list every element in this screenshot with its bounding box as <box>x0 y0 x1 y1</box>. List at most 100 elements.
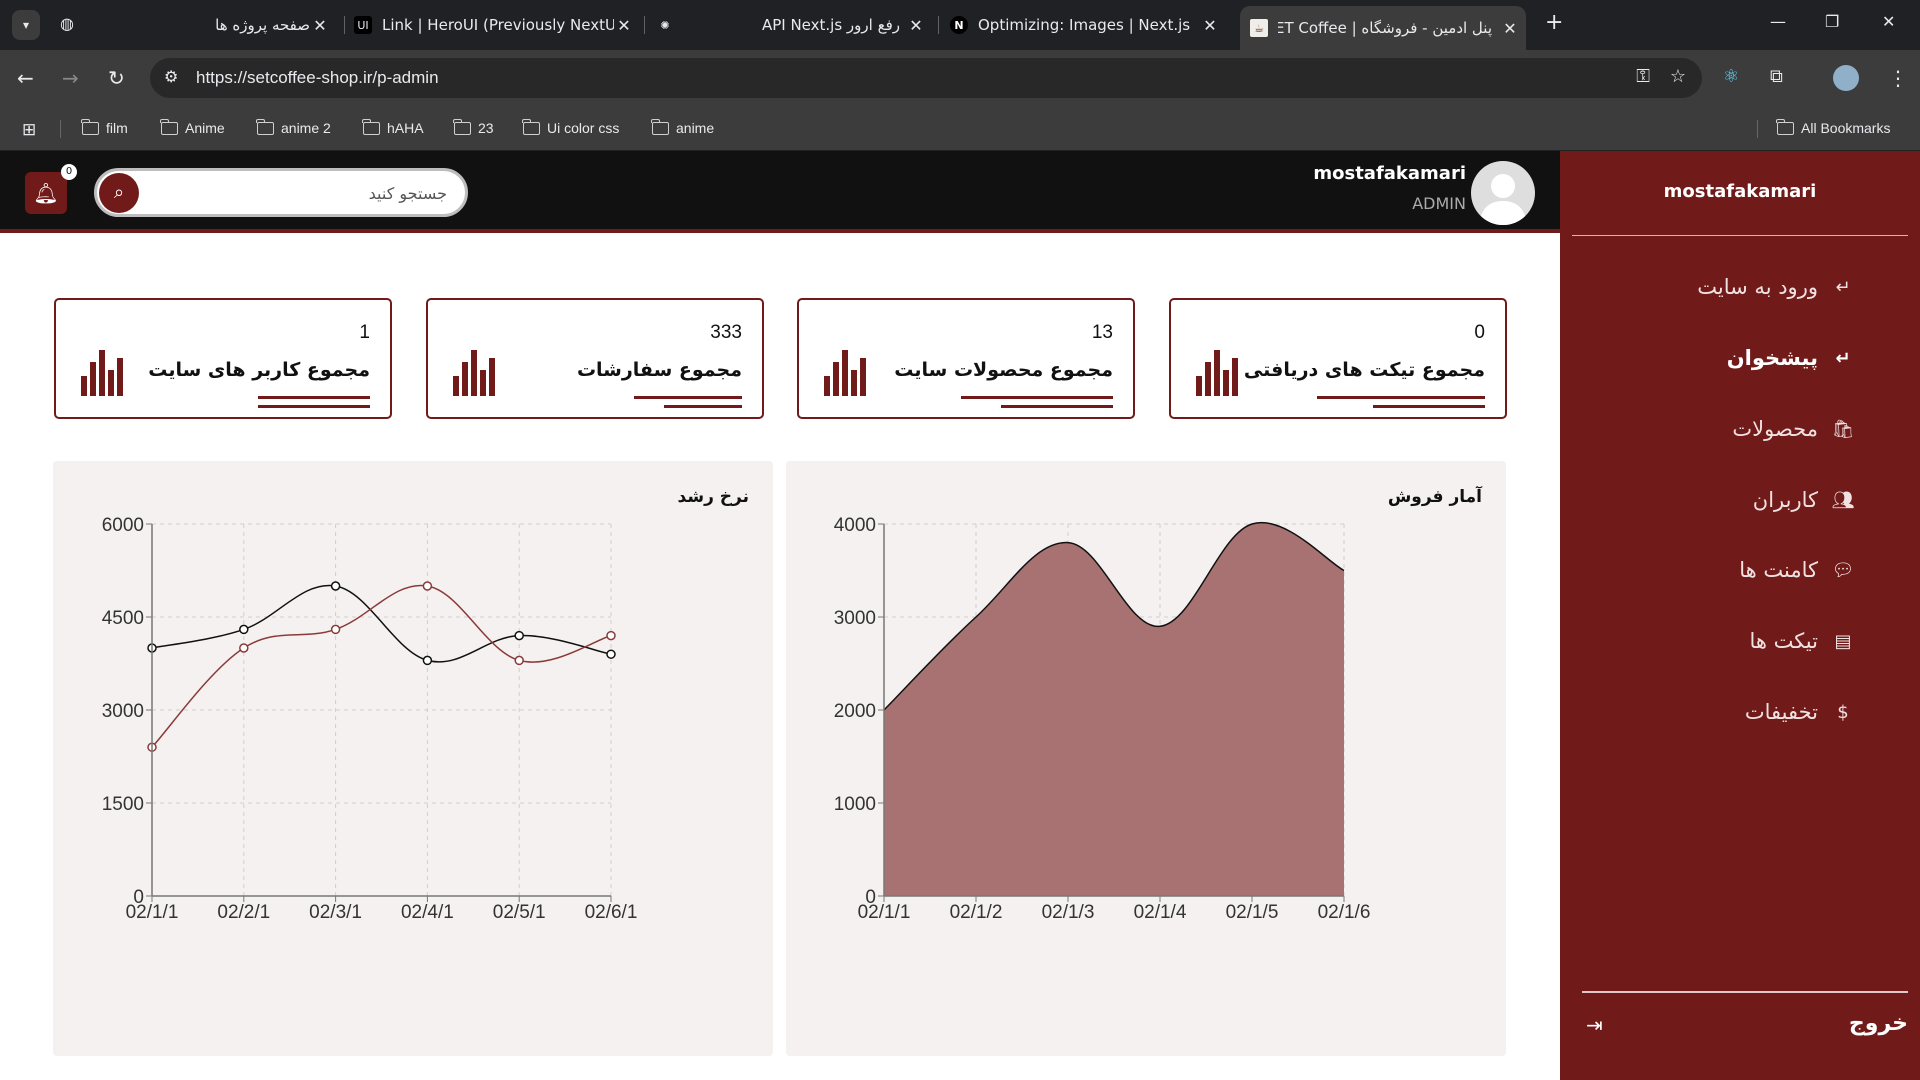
react-devtools-icon[interactable]: ⚛ <box>1723 66 1740 87</box>
notifications-button[interactable]: 🔔︎ 0 <box>25 164 77 214</box>
sidebar-item-dashboard[interactable]: ↵ پیشخوان <box>1727 346 1860 370</box>
openai-icon: ✺ <box>660 18 670 32</box>
chart-title: آمار فروش <box>1387 487 1482 507</box>
sidebar-item-label: کاربران <box>1752 488 1818 512</box>
data-point <box>514 655 524 666</box>
browser-tab[interactable]: UI Link | HeroUI (Previously NextUI) ✕ <box>354 8 634 42</box>
close-icon[interactable]: ✕ <box>313 15 327 35</box>
folder-icon <box>160 118 178 135</box>
browser-tab[interactable]: صفحه پروژه ها ✕ <box>200 8 330 42</box>
data-point <box>330 624 341 635</box>
close-icon[interactable]: ✕ <box>909 15 923 35</box>
y-tick-label: 3000 <box>102 701 144 722</box>
series-line <box>883 521 1345 711</box>
y-tick-label: 3000 <box>834 608 876 629</box>
sidebar-item-tickets[interactable]: ▤ تیکت ها <box>1749 629 1860 653</box>
forward-icon[interactable]: → <box>62 66 79 90</box>
growth-line-chart: 0 1500 3000 4500 6000 02/1/1 02/2/1 02/3/1 02/4/… <box>102 515 638 923</box>
search-input[interactable] <box>147 178 447 208</box>
sidebar-item-site[interactable]: ↵ ورود به سایت <box>1697 275 1860 299</box>
logout-button[interactable]: خروج <box>1848 1011 1908 1036</box>
key-icon[interactable]: ⚿ <box>1636 66 1650 87</box>
underline <box>1001 405 1113 408</box>
x-tick-label: 02/1/1 <box>126 902 179 923</box>
bookmark-item[interactable]: anime 2 <box>256 118 331 136</box>
bookmark-label: anime 2 <box>281 120 331 136</box>
bookmark-label: hAHA <box>387 120 424 136</box>
avatar[interactable] <box>1471 161 1535 225</box>
sidebar-item-label: تخفیفات <box>1744 700 1818 724</box>
back-icon[interactable]: ← <box>17 66 34 90</box>
search-button[interactable]: ⌕ <box>99 173 139 213</box>
sidebar-item-products[interactable]: 🛍︎ محصولات <box>1732 417 1860 441</box>
menu-icon[interactable]: ⋮ <box>1888 66 1908 90</box>
address-bar[interactable]: ⚙ https://setcoffee-shop.ir/p-admin ⚿ ☆ <box>150 58 1702 98</box>
all-bookmarks[interactable]: All Bookmarks <box>1776 118 1890 136</box>
bookmark-item[interactable]: anime <box>651 118 715 136</box>
data-point <box>330 581 341 591</box>
sidebar-item-label: تیکت ها <box>1749 629 1818 653</box>
sidebar-item-label: پیشخوان <box>1726 346 1818 370</box>
bookmark-item[interactable]: film <box>81 118 128 136</box>
x-tick-label: 02/1/4 <box>1134 902 1187 923</box>
browser-globe-icon[interactable]: ◍ <box>60 14 74 33</box>
browser-tab[interactable]: ✺ رفع ارور API Next.js ✕ <box>656 8 926 42</box>
stat-label: مجموع سفارشات <box>576 359 742 381</box>
x-tick-label: 02/1/5 <box>1226 902 1279 923</box>
y-tick-label: 1500 <box>102 794 144 815</box>
site-info-icon[interactable]: ⚙ <box>164 67 179 86</box>
bookmark-label: anime <box>676 120 715 136</box>
y-tick-label: 0 <box>133 887 144 908</box>
folder-icon <box>651 118 669 135</box>
bookmark-item[interactable]: Ui color css <box>522 118 619 136</box>
growth-chart-panel: نرخ رشد 0 1500 3000 4500 6000 02/1/1 02/2/1 02/… <box>53 461 773 1056</box>
sidebar-item-label: کامنت ها <box>1739 558 1818 582</box>
stat-card-orders: 333 مجموع سفارشات <box>426 298 764 419</box>
close-icon[interactable]: ✕ <box>617 15 631 35</box>
bookmark-item[interactable]: hAHA <box>362 118 424 136</box>
star-icon[interactable]: ☆ <box>1669 66 1686 87</box>
sidebar-item-comments[interactable]: 💬︎ کامنت ها <box>1739 558 1860 582</box>
y-tick-label: 0 <box>865 887 876 908</box>
close-icon[interactable]: ✕ <box>1503 18 1517 38</box>
bookmark-item[interactable]: Anime <box>160 118 225 136</box>
search-icon: ⌕ <box>113 182 125 203</box>
data-point <box>606 649 616 659</box>
extensions-icon[interactable]: ⧉ <box>1770 66 1783 87</box>
tab-title: Link | HeroUI (Previously NextUI) <box>382 16 614 34</box>
sidebar-item-discounts[interactable]: $ تخفیفات <box>1745 700 1860 724</box>
x-tick-label: 02/6/1 <box>585 902 638 923</box>
x-tick-label: 02/1/6 <box>1318 902 1371 923</box>
tab-title: صفحه پروژه ها <box>215 16 310 34</box>
browser-tab-active[interactable]: ☕ پنل ادمین - فروشگاه | SET Coffee ✕ <box>1240 6 1526 50</box>
admin-page: 🔔︎ 0 ⌕ mostafakamari ADMIN mostafakamari… <box>0 151 1920 1080</box>
logout-icon[interactable]: ⇥ <box>1586 1013 1603 1037</box>
x-tick-label: 02/1/3 <box>1042 902 1095 923</box>
bookmark-label: film <box>106 120 128 136</box>
dollar-icon: $ <box>1837 701 1849 723</box>
bookmark-item[interactable]: 23 <box>453 118 494 136</box>
y-tick-label: 4500 <box>102 608 144 629</box>
restore-icon[interactable]: ❐ <box>1825 12 1840 31</box>
x-tick-label: 02/1/2 <box>950 902 1003 923</box>
underline <box>634 396 742 399</box>
heroui-icon: UI <box>354 16 372 34</box>
bookmarks-bar: ⊞ film Anime anime 2 hAHA 23 Ui color cs… <box>0 108 1920 151</box>
underline <box>1317 396 1485 399</box>
close-window-icon[interactable]: ✕ <box>1882 12 1896 31</box>
x-tick-label: 02/1/1 <box>858 902 911 923</box>
admin-topbar: 🔔︎ 0 ⌕ mostafakamari ADMIN <box>0 151 1560 233</box>
minimize-icon[interactable]: — <box>1770 12 1786 31</box>
tab-search-button[interactable]: ▾ <box>12 10 40 40</box>
apps-icon[interactable]: ⊞ <box>22 120 37 139</box>
new-tab-icon[interactable]: + <box>1545 10 1564 35</box>
profile-avatar[interactable] <box>1833 65 1859 91</box>
close-icon[interactable]: ✕ <box>1203 15 1217 35</box>
bar-chart-icon <box>453 350 495 396</box>
users-icon: 👥︎ <box>1831 489 1855 511</box>
series-line <box>151 584 612 748</box>
notification-badge: 0 <box>61 164 77 180</box>
browser-tab[interactable]: N Optimizing: Images | Next.js ✕ <box>950 8 1220 42</box>
reload-icon[interactable]: ↻ <box>108 66 125 90</box>
sidebar-item-users[interactable]: 👥︎ کاربران <box>1753 488 1860 512</box>
